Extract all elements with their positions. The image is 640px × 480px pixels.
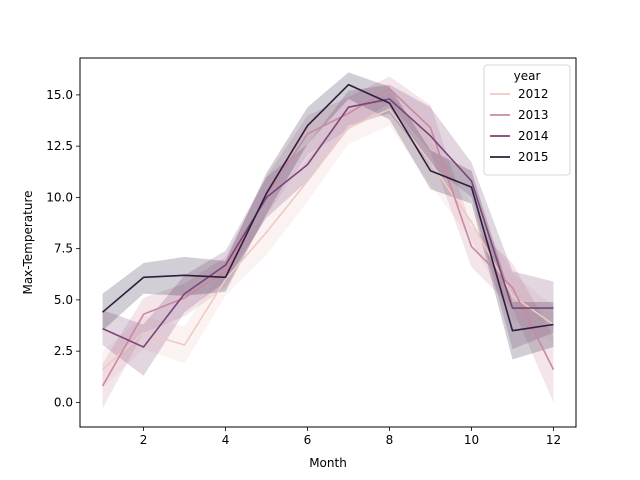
x-axis-label: Month: [309, 456, 347, 470]
legend-title: year: [514, 69, 541, 83]
x-tick-label: 8: [386, 433, 394, 447]
y-tick-label: 2.5: [54, 344, 73, 358]
y-axis-ticks: 0.0 2.5 5.0 7.5 10.0 12.5 15.0: [46, 88, 80, 409]
legend-label-2014: 2014: [518, 129, 549, 143]
legend: year 2012 2013 2014 2015: [483, 64, 571, 176]
legend-box: [483, 64, 571, 176]
y-tick-label: 0.0: [54, 395, 73, 409]
legend-label-2015: 2015: [518, 150, 549, 164]
x-tick-label: 4: [222, 433, 230, 447]
series-line-2015: [102, 83, 554, 332]
legend-label-2012: 2012: [518, 87, 549, 101]
x-tick-label: 10: [464, 433, 479, 447]
y-axis-label: Max-Temperature: [21, 190, 35, 294]
series-lines: [101, 83, 555, 387]
x-tick-label: 12: [546, 433, 561, 447]
y-tick-label: 15.0: [46, 88, 73, 102]
x-tick-label: 2: [140, 433, 148, 447]
ci-band-2012: [102, 92, 554, 389]
x-tick-label: 6: [304, 433, 312, 447]
plot-frame: [79, 57, 577, 428]
x-axis-ticks: 2 4 6 8 10 12: [140, 427, 561, 447]
series-line-2014: [102, 98, 554, 348]
ci-band-2015: [102, 72, 554, 360]
series-line-2012: [102, 108, 554, 371]
y-tick-label: 5.0: [54, 293, 73, 307]
y-tick-label: 7.5: [54, 242, 73, 256]
legend-label-2013: 2013: [518, 108, 549, 122]
y-tick-label: 12.5: [46, 139, 73, 153]
y-tick-label: 10.0: [46, 190, 73, 204]
series-line-2013: [101, 87, 555, 387]
